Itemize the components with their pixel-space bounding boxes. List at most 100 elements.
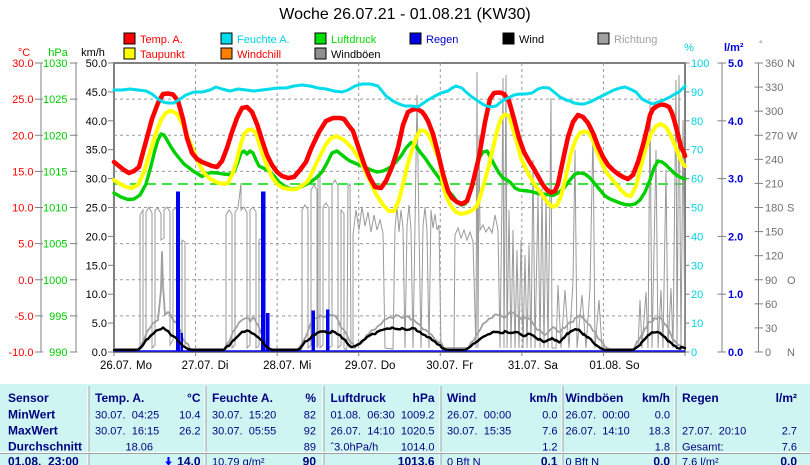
svg-text:29.07.: 29.07. <box>345 360 377 372</box>
svg-text:1015: 1015 <box>43 166 67 178</box>
svg-text:Temp. A.: Temp. A. <box>95 391 144 405</box>
svg-text:1000: 1000 <box>43 275 67 287</box>
svg-text:0.0: 0.0 <box>18 275 33 287</box>
svg-text:26.2: 26.2 <box>179 426 200 438</box>
svg-text:Sensor: Sensor <box>8 391 49 405</box>
svg-text:70: 70 <box>691 145 703 157</box>
svg-text:26.07.: 26.07. <box>100 360 132 372</box>
svg-text:Regen: Regen <box>426 34 458 46</box>
svg-text:100: 100 <box>691 58 709 70</box>
svg-text:30.07.: 30.07. <box>426 360 458 372</box>
svg-text:Mo: Mo <box>136 360 152 372</box>
svg-text:90: 90 <box>691 87 703 99</box>
svg-text:0.0: 0.0 <box>542 410 557 422</box>
svg-text:So: So <box>625 360 639 372</box>
svg-text:30: 30 <box>691 260 703 272</box>
svg-text:hPa: hPa <box>48 47 68 59</box>
svg-text:30.0: 30.0 <box>12 58 33 70</box>
svg-text:10.0: 10.0 <box>86 289 107 301</box>
svg-text:0 Bft N: 0 Bft N <box>447 457 481 465</box>
svg-text:Windböen: Windböen <box>331 49 381 61</box>
svg-text:Di: Di <box>218 360 229 372</box>
svg-text:Durchschnitt: Durchschnitt <box>8 440 82 454</box>
svg-text:0.0: 0.0 <box>653 455 670 465</box>
svg-text:30.0: 30.0 <box>86 174 107 186</box>
svg-text:Taupunkt: Taupunkt <box>140 49 185 61</box>
svg-text:180: 180 <box>765 203 783 215</box>
svg-text:20.0: 20.0 <box>12 130 33 142</box>
svg-text:30.07. 16:15: 30.07. 16:15 <box>95 426 159 438</box>
svg-text:Temp. A.: Temp. A. <box>140 34 183 46</box>
svg-text:Regen: Regen <box>682 391 719 405</box>
svg-text:7.6: 7.6 <box>542 426 557 438</box>
svg-text:Fr: Fr <box>462 360 473 372</box>
svg-text:7.6: 7.6 <box>782 442 797 454</box>
svg-text:1030: 1030 <box>43 58 67 70</box>
svg-text:50.0: 50.0 <box>86 58 107 70</box>
svg-text:Do: Do <box>381 360 396 372</box>
svg-text:50: 50 <box>691 203 703 215</box>
svg-text:20.0: 20.0 <box>86 231 107 243</box>
svg-text:1005: 1005 <box>43 239 67 251</box>
svg-text:25.0: 25.0 <box>86 203 107 215</box>
svg-text:1020: 1020 <box>43 130 67 142</box>
svg-text:1020.5: 1020.5 <box>401 426 435 438</box>
svg-text:0 Bft N: 0 Bft N <box>566 457 600 465</box>
svg-text:°C: °C <box>18 47 30 59</box>
svg-text:26.07. 14:10: 26.07. 14:10 <box>331 426 395 438</box>
svg-text:1009.2: 1009.2 <box>401 410 435 422</box>
svg-text:5.0: 5.0 <box>92 318 107 330</box>
svg-text:210: 210 <box>765 178 783 190</box>
svg-text:Luftdruck: Luftdruck <box>331 391 387 405</box>
svg-text:l/m²: l/m² <box>776 391 797 405</box>
svg-text:S: S <box>787 203 794 215</box>
svg-text:01.08. 06:30: 01.08. 06:30 <box>331 410 395 422</box>
svg-text:1.2: 1.2 <box>542 442 557 454</box>
svg-text:90: 90 <box>303 455 317 465</box>
svg-text:20: 20 <box>691 289 703 301</box>
svg-text:2.0: 2.0 <box>728 231 743 243</box>
svg-text:Mi: Mi <box>299 360 311 372</box>
svg-text:150: 150 <box>765 227 783 239</box>
svg-text:30.07. 05:55: 30.07. 05:55 <box>212 426 276 438</box>
svg-text:0.0: 0.0 <box>655 410 670 422</box>
svg-text:0.1: 0.1 <box>541 455 558 465</box>
svg-text:Windchill: Windchill <box>237 49 281 61</box>
svg-text:km/h: km/h <box>529 391 557 405</box>
svg-text:Wind: Wind <box>519 34 544 46</box>
svg-text:MinWert: MinWert <box>8 408 55 422</box>
svg-text:360: 360 <box>765 58 783 70</box>
svg-text:km/h: km/h <box>81 47 105 59</box>
svg-text:92: 92 <box>304 426 316 438</box>
svg-text:7.6 l/m²: 7.6 l/m² <box>682 457 719 465</box>
svg-text:1025: 1025 <box>43 94 67 106</box>
svg-text:31.07.: 31.07. <box>508 360 540 372</box>
svg-text:28.07.: 28.07. <box>263 360 295 372</box>
svg-text:1.8: 1.8 <box>655 442 670 454</box>
svg-text:%: % <box>684 42 694 54</box>
svg-text:Wind: Wind <box>447 391 476 405</box>
svg-text:°C: °C <box>187 391 201 405</box>
svg-text:30.07. 04:25: 30.07. 04:25 <box>95 410 159 422</box>
svg-text:35.0: 35.0 <box>86 145 107 157</box>
svg-text:300: 300 <box>765 106 783 118</box>
svg-text:30.07. 15:35: 30.07. 15:35 <box>447 426 511 438</box>
svg-text:26.07. 00:00: 26.07. 00:00 <box>447 410 511 422</box>
svg-text:ˆ3.0hPa/h: ˆ3.0hPa/h <box>331 442 379 454</box>
svg-text:240: 240 <box>765 154 783 166</box>
svg-text:1013.6: 1013.6 <box>398 455 435 465</box>
svg-text:270: 270 <box>765 130 783 142</box>
svg-text:1.0: 1.0 <box>728 289 743 301</box>
svg-text:2.7: 2.7 <box>782 426 797 438</box>
svg-text:60: 60 <box>765 299 777 311</box>
svg-text:Richtung: Richtung <box>614 34 657 46</box>
svg-text:82: 82 <box>304 410 316 422</box>
svg-text:89: 89 <box>304 442 316 454</box>
svg-text:0: 0 <box>691 347 697 359</box>
svg-text:990: 990 <box>49 347 67 359</box>
svg-text:25.0: 25.0 <box>12 94 33 106</box>
svg-text:27.07.: 27.07. <box>182 360 214 372</box>
svg-text:15.0: 15.0 <box>86 260 107 272</box>
svg-text:-5.0: -5.0 <box>15 311 34 323</box>
svg-text:Luftdruck: Luftdruck <box>331 34 377 46</box>
